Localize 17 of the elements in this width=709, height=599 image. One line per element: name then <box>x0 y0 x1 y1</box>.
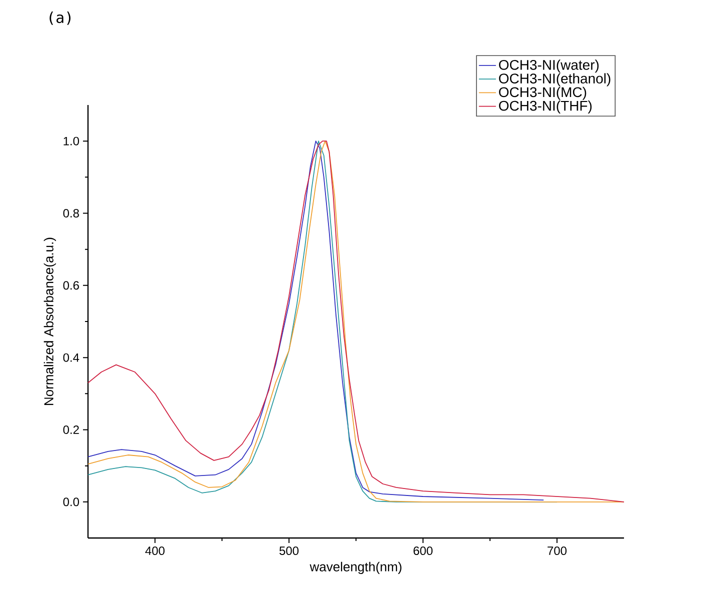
legend-label: OCH3-NI(MC) <box>499 86 586 100</box>
x-tick-label: 500 <box>279 546 299 556</box>
legend-label: OCH3-NI(ethanol) <box>499 73 610 86</box>
y-tick-label: 0.0 <box>63 498 80 506</box>
legend-label: OCH3-NI(THF) <box>499 100 592 114</box>
y-tick-label: 0.2 <box>63 426 79 434</box>
y-tick-label: 0.6 <box>63 281 79 290</box>
y-tick-label: 0.4 <box>63 353 80 362</box>
y-tick-label: 0.8 <box>63 209 79 218</box>
y-tick-label: 1.0 <box>64 136 80 146</box>
x-tick-label: 400 <box>145 546 165 556</box>
x-tick-label: 600 <box>414 546 433 556</box>
legend-label: OCH3-NI(water) <box>499 60 599 73</box>
x-tick-label: 700 <box>548 546 567 556</box>
x-axis-title: wavelength(nm) <box>310 562 402 574</box>
text: (a) <box>50 12 70 25</box>
y-axis-title: Normalized Absorbance(a.u.) <box>44 238 56 405</box>
